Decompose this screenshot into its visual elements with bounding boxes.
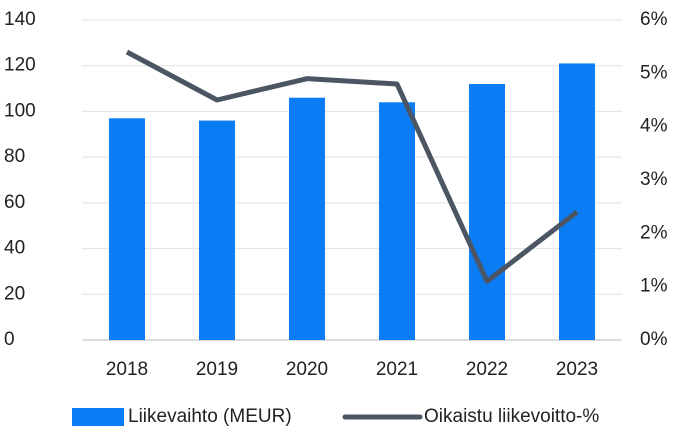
line — [125, 49, 579, 284]
y2-tick-label: 5% — [640, 62, 668, 83]
y-tick-label: 140 — [4, 9, 36, 30]
y-tick-label: 20 — [4, 283, 25, 304]
y-tick-label: 0 — [4, 329, 15, 350]
bar — [289, 97, 325, 340]
legend-label: Oikaistu liikevoitto-% — [424, 406, 599, 427]
y2-tick-label: 6% — [640, 9, 668, 30]
y-tick-label: 80 — [4, 146, 25, 167]
x-tick-label: 2022 — [466, 359, 508, 380]
x-tick-label: 2018 — [106, 359, 148, 380]
bar — [199, 120, 235, 340]
legend-swatch — [72, 408, 124, 426]
bar — [469, 84, 505, 340]
y2-tick-label: 1% — [640, 276, 668, 297]
x-tick-label: 2021 — [376, 359, 418, 380]
bar — [109, 118, 145, 341]
bar — [559, 63, 595, 341]
y2-tick-label: 0% — [640, 329, 668, 350]
y-tick-label: 100 — [4, 100, 36, 121]
y2-tick-label: 2% — [640, 222, 668, 243]
y-tick-label: 40 — [4, 238, 25, 259]
y-tick-label: 120 — [4, 55, 36, 76]
y2-tick-label: 4% — [640, 116, 668, 137]
x-tick-label: 2023 — [556, 359, 598, 380]
legend-label: Liikevaihto (MEUR) — [128, 406, 292, 427]
bar — [379, 102, 415, 341]
x-tick-label: 2020 — [286, 359, 328, 380]
y-tick-label: 60 — [4, 192, 25, 213]
y2-tick-label: 3% — [640, 169, 668, 190]
x-tick-label: 2019 — [196, 359, 238, 380]
